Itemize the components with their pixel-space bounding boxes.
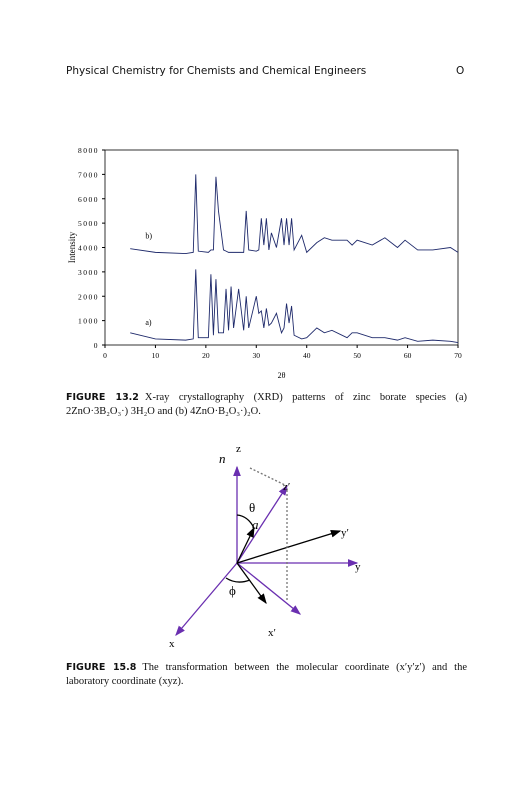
y-tick-label: 7000 (78, 170, 99, 179)
caption-label: FIGURE 15.8 (66, 662, 137, 673)
y-tick-label: 1000 (78, 317, 99, 326)
caption-text: X-ray crystallography (XRD) patterns of … (66, 392, 467, 417)
y-tick-label: 5000 (78, 219, 99, 228)
y-tick-label: 4000 (78, 244, 99, 253)
running-header: Physical Chemistry for Chemists and Chem… (66, 65, 367, 77)
x-tick-label: 50 (353, 351, 361, 360)
series-label: b) (145, 231, 152, 240)
series-label: a) (145, 318, 152, 327)
x-tick-label: 70 (454, 351, 462, 360)
x-tick-label: 30 (253, 351, 261, 360)
xrd-pattern (130, 269, 459, 344)
y-tick-label: 0 (94, 341, 99, 350)
page-number: O (456, 65, 465, 77)
figure-caption: FIGURE 13.2 X-ray crystallography (XRD) p… (66, 391, 467, 419)
x-tick-label: 60 (404, 351, 412, 360)
x-axis-label: 2θ (278, 371, 286, 380)
y-tick-label: 6000 (78, 195, 99, 204)
xrd-pattern (130, 174, 459, 255)
caption-label: FIGURE 13.2 (66, 392, 139, 403)
y-tick-label: 2000 (78, 292, 99, 301)
figure-caption: FIGURE 15.8 The transformation between th… (66, 661, 467, 689)
plot-frame (104, 149, 459, 346)
y-tick-label: 8000 (78, 146, 99, 155)
x-tick-label: 0 (103, 351, 107, 360)
y-tick-label: 3000 (78, 268, 99, 277)
x-tick-label: 20 (202, 351, 210, 360)
x-tick-label: 40 (303, 351, 311, 360)
y-axis-label: Intensity (67, 231, 77, 263)
x-tick-label: 10 (152, 351, 160, 360)
caption-text: The transformation between the molecular… (66, 662, 467, 687)
